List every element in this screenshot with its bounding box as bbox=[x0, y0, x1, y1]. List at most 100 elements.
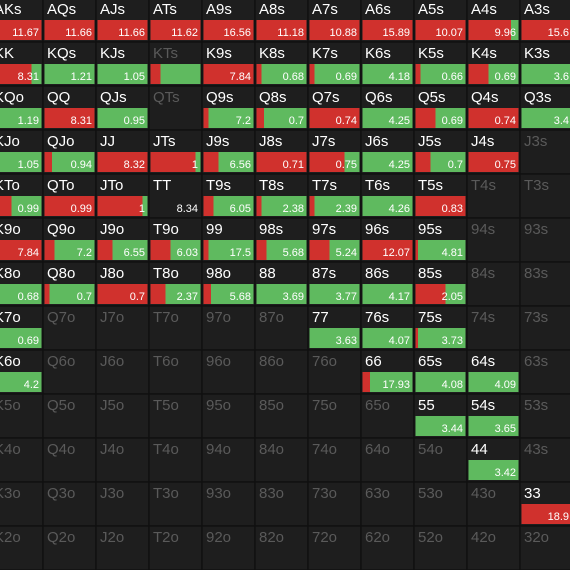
hand-cell[interactable] bbox=[413, 481, 468, 527]
hand-cell[interactable] bbox=[466, 305, 521, 351]
hand-value: 0.68 bbox=[283, 71, 304, 83]
hand-cell[interactable] bbox=[466, 261, 521, 307]
hand-cell[interactable] bbox=[360, 481, 415, 527]
hand-label: Q9s bbox=[206, 89, 234, 106]
hand-cell[interactable] bbox=[254, 349, 309, 395]
hand-label: 32o bbox=[524, 529, 549, 546]
raise-bar bbox=[44, 240, 55, 260]
hand-label: T7o bbox=[153, 309, 179, 326]
call-bar bbox=[435, 108, 466, 128]
call-bar bbox=[160, 64, 201, 84]
hand-label: K8s bbox=[259, 45, 285, 62]
hand-label: Q9o bbox=[47, 221, 75, 238]
hand-cell[interactable] bbox=[148, 437, 203, 483]
hand-label: J5s bbox=[418, 133, 441, 150]
hand-cell[interactable] bbox=[42, 393, 97, 439]
hand-value: 7.84 bbox=[18, 247, 39, 259]
call-bar bbox=[418, 240, 466, 260]
hand-cell[interactable] bbox=[360, 525, 415, 570]
hand-value: 15.6 bbox=[548, 27, 569, 39]
hand-cell[interactable] bbox=[0, 525, 44, 570]
call-bar bbox=[112, 240, 148, 260]
raise-bar bbox=[203, 152, 219, 172]
hand-value: 5.68 bbox=[283, 247, 304, 259]
hand-label: J9s bbox=[206, 133, 229, 150]
hand-cell[interactable] bbox=[254, 393, 309, 439]
hand-label: T3s bbox=[524, 177, 549, 194]
hand-label: KQo bbox=[0, 89, 24, 106]
hand-label: K9o bbox=[0, 221, 21, 238]
hand-cell[interactable] bbox=[201, 525, 256, 570]
hand-cell[interactable] bbox=[307, 525, 362, 570]
hand-label: 87o bbox=[259, 309, 284, 326]
call-bar bbox=[261, 196, 307, 216]
hand-cell[interactable] bbox=[148, 85, 203, 131]
raise-bar bbox=[309, 20, 360, 40]
hand-label: 93o bbox=[206, 485, 231, 502]
hand-cell[interactable] bbox=[95, 481, 150, 527]
hand-label: TT bbox=[153, 177, 171, 194]
raise-bar bbox=[0, 20, 42, 40]
hand-value: 8.31 bbox=[71, 115, 92, 127]
raise-bar bbox=[309, 64, 315, 84]
hand-label: 97s bbox=[312, 221, 336, 238]
hand-label: K7s bbox=[312, 45, 338, 62]
call-bar bbox=[445, 284, 466, 304]
hand-value: 1.21 bbox=[71, 71, 92, 83]
hand-value: 8.34 bbox=[177, 203, 198, 215]
hand-label: 65s bbox=[418, 353, 442, 370]
hand-cell[interactable] bbox=[307, 437, 362, 483]
hand-cell[interactable] bbox=[519, 261, 570, 307]
hand-label: 93s bbox=[524, 221, 548, 238]
hand-label: KJs bbox=[100, 45, 125, 62]
call-bar bbox=[521, 64, 570, 84]
hand-label: J6s bbox=[365, 133, 388, 150]
hand-cell[interactable] bbox=[307, 393, 362, 439]
raise-bar bbox=[203, 20, 254, 40]
raise-bar bbox=[150, 64, 161, 84]
raise-bar bbox=[415, 108, 436, 128]
call-bar bbox=[264, 108, 307, 128]
call-bar bbox=[362, 152, 413, 172]
hand-cell[interactable] bbox=[201, 437, 256, 483]
hand-cell[interactable] bbox=[254, 481, 309, 527]
hand-cell[interactable] bbox=[254, 437, 309, 483]
hand-value: 4.17 bbox=[389, 291, 410, 303]
hand-value: 3.77 bbox=[336, 291, 357, 303]
hand-cell[interactable] bbox=[148, 481, 203, 527]
hand-label: 54s bbox=[471, 397, 495, 414]
hand-cell[interactable] bbox=[148, 173, 203, 219]
call-bar bbox=[0, 328, 42, 348]
hand-label: QJs bbox=[100, 89, 127, 106]
call-bar bbox=[195, 152, 201, 172]
raise-bar bbox=[203, 196, 214, 216]
call-bar bbox=[362, 108, 413, 128]
hand-value: 0.7 bbox=[130, 291, 145, 303]
hand-cell[interactable] bbox=[466, 525, 521, 570]
hand-cell[interactable] bbox=[519, 393, 570, 439]
raise-bar bbox=[468, 20, 511, 40]
hand-cell[interactable] bbox=[201, 481, 256, 527]
hand-cell[interactable] bbox=[42, 305, 97, 351]
hand-value: 2.37 bbox=[177, 291, 198, 303]
hand-cell[interactable] bbox=[254, 305, 309, 351]
call-bar bbox=[218, 152, 254, 172]
hand-label: K3s bbox=[524, 45, 550, 62]
call-bar bbox=[468, 372, 519, 392]
hand-cell[interactable] bbox=[42, 525, 97, 570]
hand-value: 1.05 bbox=[124, 71, 145, 83]
hand-cell[interactable] bbox=[519, 129, 570, 175]
hand-label: K9s bbox=[206, 45, 232, 62]
hand-label: 86o bbox=[259, 353, 284, 370]
call-bar bbox=[0, 152, 42, 172]
hand-value: 0.7 bbox=[448, 159, 463, 171]
hand-cell[interactable] bbox=[95, 525, 150, 570]
hand-cell[interactable] bbox=[519, 173, 570, 219]
hand-value: 7.2 bbox=[77, 247, 92, 259]
hand-value: 0.69 bbox=[442, 115, 463, 127]
hand-cell[interactable] bbox=[519, 217, 570, 263]
raise-bar bbox=[44, 20, 95, 40]
hand-cell[interactable] bbox=[413, 437, 468, 483]
hand-label: QTs bbox=[153, 89, 180, 106]
hand-cell[interactable] bbox=[519, 525, 570, 570]
